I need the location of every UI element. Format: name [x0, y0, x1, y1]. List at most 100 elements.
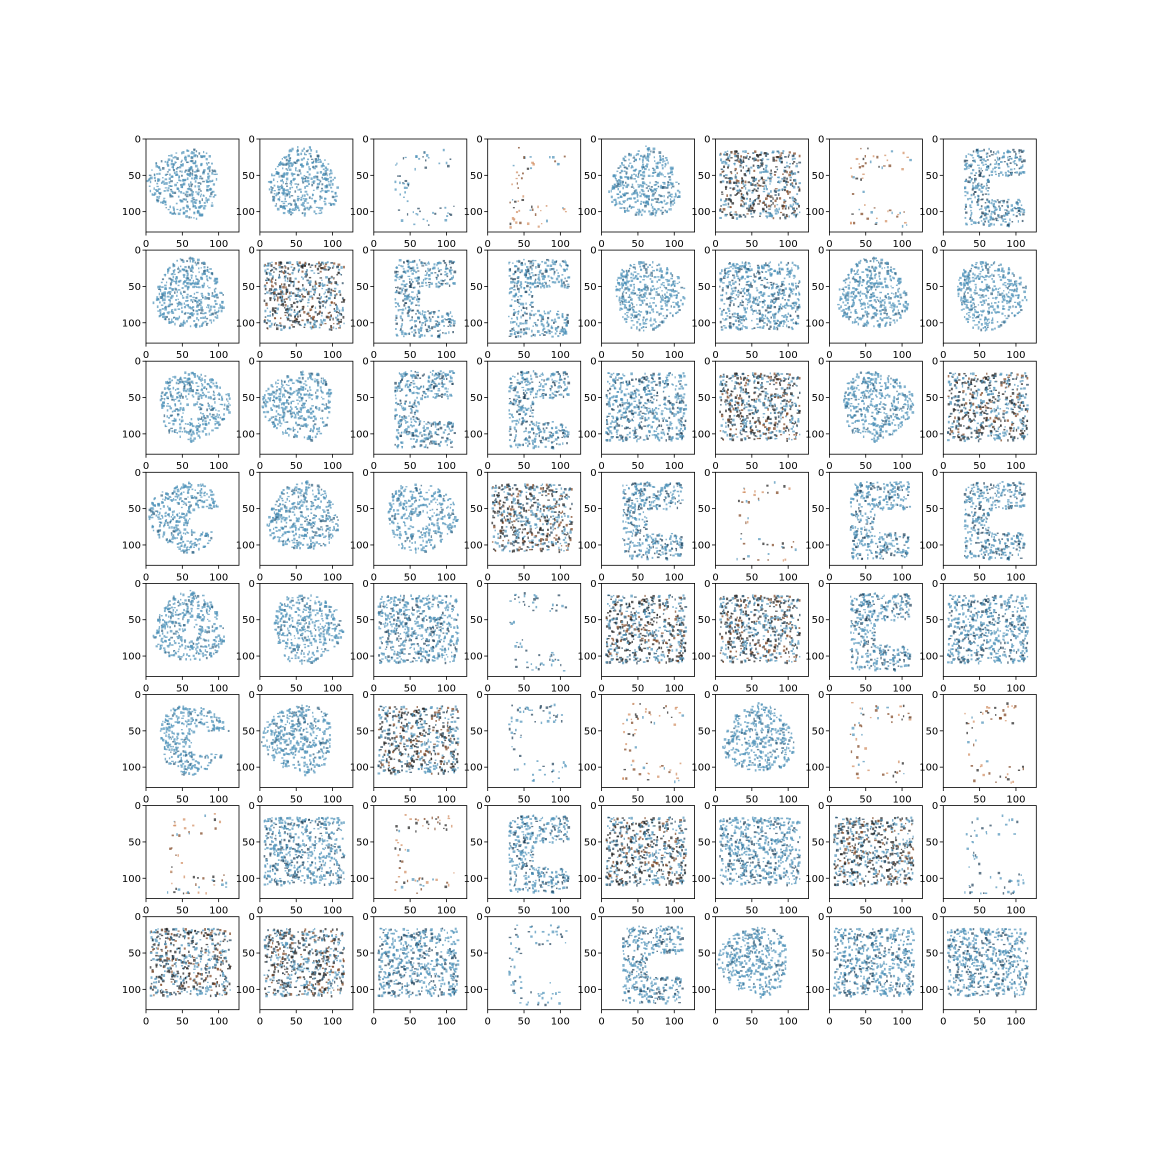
image-pixel — [200, 324, 203, 327]
image-pixel — [440, 283, 442, 285]
image-pixel — [665, 287, 668, 290]
y-tick-label: 100 — [350, 207, 369, 218]
image-pixel — [719, 174, 722, 177]
image-pixel — [670, 205, 672, 207]
image-pixel — [537, 265, 540, 268]
image-pixel — [203, 266, 206, 269]
image-pixel — [968, 164, 971, 167]
image-pixel — [319, 277, 323, 279]
image-pixel — [544, 268, 547, 271]
image-pixel — [410, 270, 412, 272]
image-pixel — [620, 161, 623, 165]
image-pixel — [796, 213, 799, 216]
image-pixel — [335, 293, 338, 296]
image-pixel — [783, 166, 787, 169]
image-pixel — [566, 286, 569, 289]
image-pixel — [281, 295, 284, 298]
image-pixel — [338, 310, 341, 313]
image-pixel — [525, 269, 528, 272]
image-pixel — [409, 261, 413, 263]
image-pixel — [415, 155, 418, 158]
image-pixel — [269, 310, 272, 313]
image-pixel — [1022, 211, 1026, 214]
image-pixel — [540, 320, 543, 323]
image-pixel — [394, 279, 397, 282]
image-pixel — [556, 330, 558, 333]
image-pixel — [292, 199, 296, 202]
image-pixel — [567, 276, 571, 279]
x-tick-label: 100 — [209, 350, 228, 361]
image-pixel — [323, 200, 326, 203]
image-pixel — [749, 283, 752, 286]
image-pixel — [777, 193, 780, 196]
image-pixel — [426, 273, 428, 275]
image-pixel — [734, 194, 737, 196]
image-pixel — [660, 283, 663, 286]
image-pixel — [160, 281, 163, 284]
image-pixel — [734, 169, 737, 172]
image-pixel — [729, 177, 732, 181]
image-pixel — [978, 188, 981, 191]
image-pixel — [888, 164, 892, 168]
image-pixel — [738, 161, 741, 164]
y-tick-label: 50 — [584, 282, 597, 293]
image-pixel — [980, 185, 982, 188]
image-pixel — [170, 280, 173, 283]
image-pixel — [416, 309, 419, 312]
image-pixel — [669, 181, 672, 184]
image-pixel — [657, 173, 659, 176]
image-pixel — [905, 224, 908, 226]
image-pixel — [639, 184, 642, 187]
image-pixel — [565, 316, 568, 319]
image-pixel — [157, 298, 159, 300]
image-pixel — [166, 295, 170, 298]
image-pixel — [161, 286, 164, 289]
image-pixel — [774, 297, 777, 301]
image-pixel — [738, 215, 741, 218]
image-pixel — [730, 284, 732, 287]
image-pixel — [620, 307, 623, 310]
image-pixel — [554, 263, 557, 266]
image-pixel — [659, 269, 662, 272]
image-pixel — [320, 187, 324, 190]
image-pixel — [400, 325, 403, 328]
image-pixel — [402, 280, 405, 283]
image-pixel — [516, 182, 518, 185]
image-pixel — [194, 185, 197, 188]
image-pixel — [993, 202, 996, 206]
image-pixel — [517, 311, 520, 313]
image-pixel — [182, 296, 185, 299]
image-pixel — [417, 282, 420, 285]
image-pixel — [448, 263, 451, 265]
image-pixel — [769, 261, 771, 264]
image-pixel — [169, 188, 173, 191]
sample-image — [509, 146, 567, 229]
image-pixel — [632, 273, 634, 277]
image-pixel — [668, 176, 671, 178]
image-pixel — [646, 276, 649, 278]
image-pixel — [747, 181, 751, 184]
image-pixel — [964, 164, 967, 166]
image-pixel — [329, 291, 332, 294]
image-pixel — [654, 197, 657, 200]
image-pixel — [322, 162, 325, 165]
image-pixel — [764, 184, 767, 187]
sample-image — [719, 261, 801, 331]
image-pixel — [288, 196, 291, 199]
image-pixel — [633, 173, 636, 176]
image-pixel — [333, 198, 337, 201]
image-pixel — [178, 176, 180, 179]
image-pixel — [188, 193, 191, 197]
image-pixel — [192, 151, 195, 155]
image-pixel — [781, 314, 784, 317]
image-pixel — [1011, 172, 1013, 174]
image-pixel — [1010, 204, 1013, 207]
image-pixel — [282, 193, 285, 196]
image-pixel — [198, 201, 202, 204]
image-pixel — [730, 211, 732, 213]
image-pixel — [774, 199, 777, 203]
image-pixel — [757, 196, 760, 200]
image-pixel — [407, 294, 409, 297]
image-pixel — [631, 291, 634, 294]
image-pixel — [286, 189, 289, 192]
